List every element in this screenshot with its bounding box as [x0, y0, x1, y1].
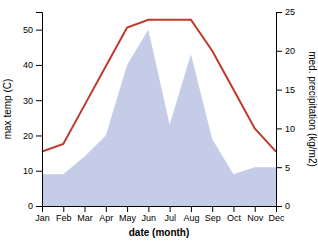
axis-line — [277, 13, 283, 207]
tick-mark — [191, 206, 192, 212]
tick: Sep — [205, 206, 221, 223]
tick-mark — [276, 167, 282, 168]
tick: 20 — [276, 46, 295, 56]
tick-mark — [276, 90, 282, 91]
tick: Jun — [142, 206, 157, 223]
tick-label: 15 — [285, 85, 295, 95]
tick-label: 5 — [285, 163, 290, 173]
tick: Jul — [164, 206, 176, 223]
tick-label: 50 — [23, 25, 33, 35]
tick-label: Jan — [35, 213, 50, 223]
tick: Oct — [227, 206, 242, 223]
tick: 0 — [276, 201, 290, 211]
tick: Apr — [99, 206, 113, 223]
tick: Aug — [183, 206, 199, 223]
chart: JanFebMarAprMayJunJulAugSepOctNovDec0102… — [0, 0, 318, 242]
tick-mark — [255, 206, 256, 212]
tick: 40 — [23, 60, 42, 70]
tick-mark — [212, 206, 213, 212]
tick-label: 40 — [23, 60, 33, 70]
x-axis-title: date (month) — [129, 227, 190, 238]
tick-label: Jul — [164, 213, 176, 223]
tick-label: 0 — [28, 201, 33, 211]
tick: Nov — [247, 206, 264, 223]
tick-mark — [276, 206, 282, 207]
tick: Jan — [35, 206, 50, 223]
tick-mark — [36, 135, 42, 136]
y-axis-title: max temp (C) — [2, 79, 13, 140]
tick-label: May — [119, 213, 137, 223]
tick-label: Apr — [99, 213, 113, 223]
tick-label: Jun — [142, 213, 157, 223]
tick-mark — [85, 206, 86, 212]
tick-label: 20 — [23, 131, 33, 141]
tick-label: 30 — [23, 96, 33, 106]
y-axis: 0 10 20 30 40 50 — [23, 13, 43, 212]
x-axis: Jan Feb Mar Apr May Jun Jul Aug Sep Oct Nov Dec — [35, 206, 285, 223]
tick-mark — [36, 65, 42, 66]
tick-mark — [106, 206, 107, 212]
tick-label: Nov — [247, 213, 264, 223]
tick-label: Mar — [77, 213, 93, 223]
tick-mark — [36, 171, 42, 172]
tick-mark — [276, 51, 282, 52]
tick-mark — [170, 206, 171, 212]
tick-label: Aug — [183, 213, 199, 223]
tick-mark — [276, 12, 282, 13]
tick: 0 — [28, 201, 42, 211]
tick: 30 — [23, 96, 42, 106]
tick: Mar — [77, 206, 93, 223]
tick-label: 0 — [285, 201, 290, 211]
tick-mark — [148, 206, 149, 212]
tick: Feb — [56, 206, 72, 223]
tick-mark — [127, 206, 128, 212]
tick-label: 20 — [285, 46, 295, 56]
y2-axis: 0 5 10 15 20 25 — [276, 7, 295, 211]
tick-mark — [233, 206, 234, 212]
tick-label: Feb — [56, 213, 72, 223]
tick-mark — [36, 206, 42, 207]
tick: 5 — [276, 163, 290, 173]
tick: 20 — [23, 131, 42, 141]
tick: 25 — [276, 7, 295, 17]
tick: 50 — [23, 25, 42, 35]
tick-label: Sep — [205, 213, 221, 223]
axis-line — [43, 207, 277, 213]
tick-label: Dec — [268, 213, 285, 223]
axis-line — [36, 13, 43, 207]
tick: 10 — [276, 124, 295, 134]
tick-mark — [276, 128, 282, 129]
tick-label: 25 — [285, 7, 295, 17]
tick: 10 — [23, 166, 42, 176]
tick-label: 10 — [23, 166, 33, 176]
tick-mark — [36, 100, 42, 101]
tick: Dec — [268, 206, 285, 223]
tick: 15 — [276, 85, 295, 95]
plot-area — [42, 20, 276, 206]
tick: May — [119, 206, 137, 223]
tick-mark — [63, 206, 64, 212]
y2-axis-title: med. precipitation (kg/m2) — [307, 51, 318, 167]
tick-label: 10 — [285, 124, 295, 134]
tick-mark — [36, 30, 42, 31]
line — [42, 20, 276, 152]
tick-label: Oct — [227, 213, 242, 223]
